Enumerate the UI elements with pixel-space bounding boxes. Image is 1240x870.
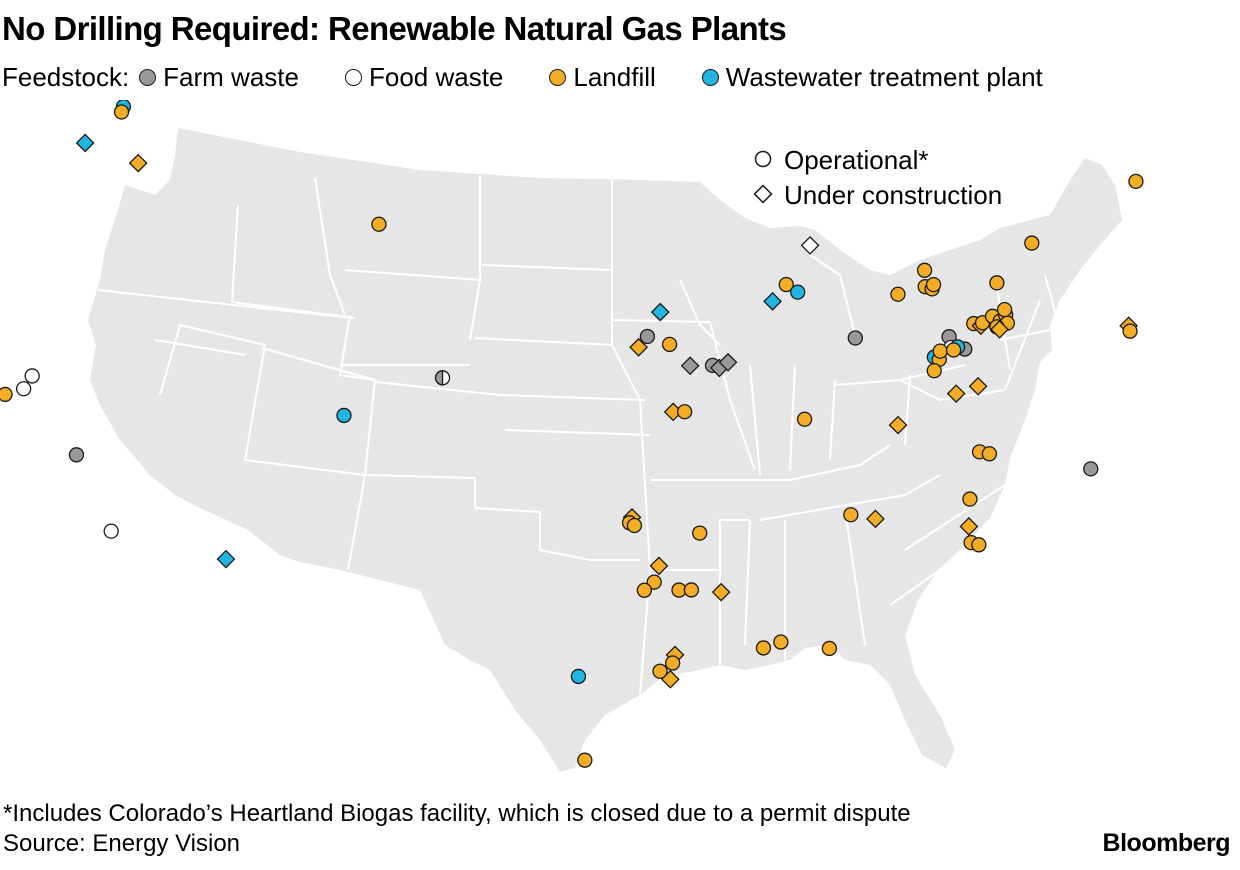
plant-wastewater-under-construction-marker bbox=[650, 302, 670, 322]
plant-landfill-under-construction-marker bbox=[946, 384, 966, 403]
operational-circle-icon bbox=[754, 150, 772, 168]
plant-landfill-under-construction-marker bbox=[968, 376, 988, 396]
plant-landfill-under-construction-marker bbox=[888, 415, 908, 435]
plant-landfill-under-construction-marker bbox=[660, 669, 680, 689]
food-waste-swatch-icon bbox=[344, 68, 362, 86]
plant-farm-under-construction-marker bbox=[680, 356, 700, 376]
plant-wastewater-under-construction-marker bbox=[763, 291, 782, 311]
plant-landfill-operational-marker bbox=[577, 752, 593, 768]
plant-landfill-operational-marker bbox=[636, 582, 653, 598]
plant-landfill-operational-marker bbox=[1024, 235, 1040, 251]
legend-label-food-waste: Food waste bbox=[368, 61, 504, 92]
legend-label-landfill: Landfill bbox=[573, 61, 656, 92]
plant-landfill-operational-marker bbox=[932, 343, 948, 359]
plant-landfill-under-construction-marker bbox=[629, 337, 649, 357]
plant-landfill-operational-marker bbox=[962, 491, 978, 507]
plant-wastewater-operational-marker bbox=[570, 668, 587, 685]
plant-landfill-operational-marker bbox=[661, 336, 678, 353]
plant-markers bbox=[0, 100, 1144, 768]
plant-landfill-operational-marker bbox=[996, 301, 1013, 318]
footnote: *Includes Colorado’s Heartland Biogas fa… bbox=[3, 800, 911, 827]
plant-wastewater-under-construction-marker bbox=[216, 549, 236, 569]
plant-farm-operational-marker bbox=[847, 330, 863, 346]
plant-wastewater-under-construction-marker bbox=[75, 133, 95, 153]
plant-landfill-operational-marker bbox=[371, 216, 387, 232]
plant-landfill-operational-marker bbox=[692, 525, 708, 541]
plant-food-operational-marker bbox=[24, 368, 40, 384]
plant-farm-under-construction-marker bbox=[718, 352, 738, 372]
plant-farm-operational-marker bbox=[1083, 461, 1099, 477]
plant-farm-operational-marker bbox=[639, 328, 656, 345]
plant-landfill-operational-marker bbox=[113, 104, 130, 120]
plant-landfill-under-construction-marker bbox=[959, 517, 979, 536]
feedstock-legend: Feedstock: Farm waste Food waste Landfil… bbox=[2, 60, 1043, 94]
plant-landfill-operational-marker bbox=[890, 286, 906, 302]
map-title: No Drilling Required: Renewable Natural … bbox=[2, 10, 787, 47]
plant-landfill-operational-marker bbox=[796, 411, 813, 427]
plant-landfill-under-construction-marker bbox=[649, 556, 669, 576]
plant-landfill-operational-marker bbox=[646, 574, 662, 590]
plant-farm-operational-marker bbox=[68, 447, 85, 463]
plant-landfill-operational-marker bbox=[652, 663, 668, 679]
source-line: Source: Energy Vision bbox=[3, 830, 241, 857]
legend-item-landfill: Landfill bbox=[549, 61, 656, 93]
plant-landfill-operational-marker bbox=[989, 275, 1005, 291]
plant-farm-food-operational-marker bbox=[434, 370, 451, 386]
plant-landfill-under-construction-marker bbox=[990, 319, 1009, 339]
plant-landfill-operational-marker bbox=[843, 507, 859, 523]
plant-landfill-operational-marker bbox=[925, 276, 942, 293]
plant-landfill-operational-marker bbox=[1122, 323, 1138, 339]
plant-landfill-operational-marker bbox=[676, 404, 693, 420]
plant-food-operational-marker bbox=[103, 523, 119, 539]
plant-landfill-operational-marker bbox=[664, 655, 681, 671]
legend-item-farm-waste: Farm waste bbox=[139, 62, 299, 93]
status-legend-under-construction: Under construction bbox=[784, 180, 1002, 210]
us-map-svg: Operational* Under construction bbox=[0, 100, 1144, 772]
plant-food-under-construction-marker bbox=[800, 235, 820, 255]
plant-landfill-operational-marker bbox=[778, 276, 794, 293]
status-legend: Operational* Under construction bbox=[753, 145, 1002, 210]
plant-landfill-operational-marker bbox=[626, 517, 643, 534]
plant-landfill-operational-marker bbox=[821, 640, 838, 657]
us-map: Operational* Under construction bbox=[0, 100, 1240, 790]
wastewater-swatch-icon bbox=[701, 68, 719, 86]
state-borders bbox=[97, 175, 1096, 696]
plant-landfill-operational-marker bbox=[916, 262, 933, 278]
plant-landfill-operational-marker bbox=[755, 640, 772, 656]
bloomberg-logo: Bloomberg bbox=[1102, 829, 1231, 857]
farm-waste-swatch-icon bbox=[139, 68, 157, 86]
under-construction-diamond-icon bbox=[753, 184, 773, 204]
plant-landfill-operational-marker bbox=[971, 537, 987, 553]
legend-label-farm-waste: Farm waste bbox=[163, 61, 299, 92]
plant-landfill-operational-marker bbox=[1128, 173, 1144, 190]
contiguous-us-landmass bbox=[88, 128, 1122, 772]
legend-item-food-waste: Food waste bbox=[344, 61, 504, 93]
landfill-swatch-icon bbox=[549, 68, 567, 86]
status-legend-operational: Operational* bbox=[784, 145, 929, 175]
legend-prefix: Feedstock: bbox=[2, 61, 130, 92]
plant-landfill-operational-marker bbox=[0, 386, 13, 403]
plant-wastewater-operational-marker bbox=[336, 407, 352, 424]
plant-landfill-under-construction-marker bbox=[128, 153, 148, 173]
legend-item-wastewater: Wastewater treatment plant bbox=[701, 61, 1043, 93]
plant-landfill-under-construction-marker bbox=[663, 402, 683, 422]
plant-landfill-operational-marker bbox=[773, 634, 789, 650]
plant-wastewater-operational-marker bbox=[790, 284, 806, 300]
plant-landfill-operational-marker bbox=[683, 582, 700, 598]
plant-landfill-under-construction-marker bbox=[866, 509, 885, 529]
legend-label-wastewater: Wastewater treatment plant bbox=[725, 61, 1043, 92]
plant-food-operational-marker bbox=[15, 381, 32, 397]
plant-landfill-operational-marker bbox=[981, 446, 998, 462]
plant-landfill-under-construction-marker bbox=[711, 582, 731, 602]
plant-landfill-operational-marker bbox=[945, 342, 962, 358]
plant-landfill-operational-marker bbox=[926, 363, 942, 379]
